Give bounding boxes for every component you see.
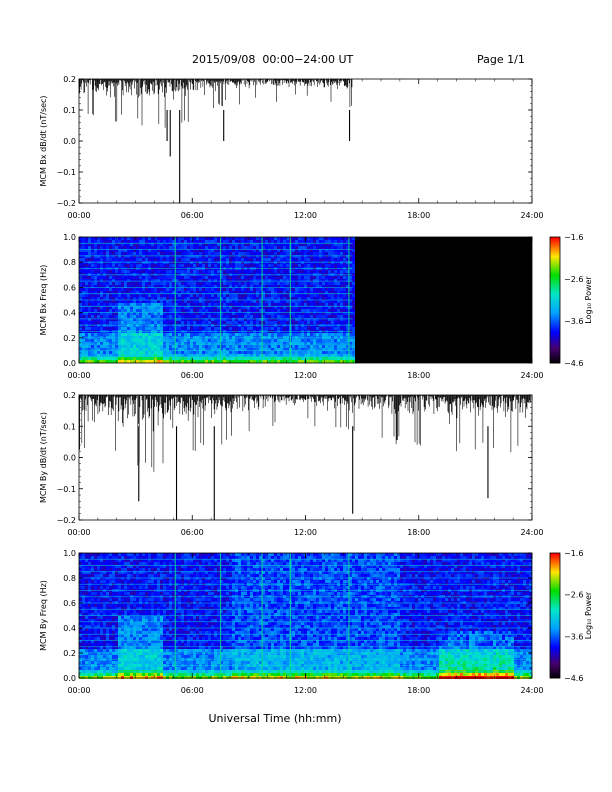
x-tick-label: 12:00 (294, 211, 317, 220)
colorbar-tick-label: −3.6 (564, 317, 583, 326)
y-tick-label: 0.4 (63, 309, 76, 318)
harmonic-lines (79, 237, 353, 363)
y-axis-label: MCM Bx dB/dt (nT/sec) (39, 95, 48, 186)
y-axis-label: MCM By dB/dt (nT/sec) (39, 412, 48, 503)
colorbar-label: Log₁₀ Power (584, 591, 593, 639)
y-axis-label: MCM By Freq (Hz) (39, 580, 48, 651)
x-tick-label: 18:00 (407, 371, 430, 380)
by-dbdt-panel: 0.2 0.1 0.0 −0.1 −0.2 00:00 06:00 12:00 18:00 24:… (39, 391, 544, 537)
y-tick-label: 0.0 (63, 674, 76, 683)
y-tick-label: 0.0 (63, 454, 76, 463)
y-tick-label: 1.0 (63, 233, 76, 242)
x-axis-label: Universal Time (hh:mm) (209, 712, 342, 725)
y-axis-label: MCM Bx Freq (Hz) (39, 265, 48, 336)
y-tick-label: 0.6 (63, 283, 76, 292)
y-tick-label: 1.0 (63, 549, 76, 558)
bx-spectrogram-panel: −1.6 −2.6 −3.6 −4.6 Log₁₀ Power 1.0 0.8 0.6 0.4 0… (39, 233, 593, 380)
y-tick-label: 0.2 (63, 649, 76, 658)
plot-frame (78, 78, 533, 204)
x-tick-label: 12:00 (294, 528, 317, 537)
page-title: 2015/09/08 00:00−24:00 UT (192, 53, 354, 66)
harmonic-lines (79, 553, 532, 678)
x-tick-label: 00:00 (67, 371, 90, 380)
y-tick-label: 0.4 (63, 624, 76, 633)
x-tick-label: 06:00 (181, 371, 204, 380)
y-tick-label: −0.2 (57, 516, 76, 525)
y-tick-label: −0.1 (57, 168, 76, 177)
x-tick-label: 00:00 (67, 528, 90, 537)
y-tick-label: −0.2 (57, 199, 76, 208)
x-tick-label: 00:00 (67, 211, 90, 220)
y-tick-label: 0.1 (63, 106, 76, 115)
colorbar-tick-label: −2.6 (564, 275, 583, 284)
colorbar-tick-label: −4.6 (564, 359, 583, 368)
bx-dbdt-panel: 0.2 0.1 0.0 −0.1 −0.2 00:00 06:00 12:00 18:00 24:… (39, 75, 544, 220)
x-tick-label: 06:00 (181, 528, 204, 537)
colorbar-tick-label: −3.6 (564, 632, 583, 641)
x-tick-label: 24:00 (520, 211, 543, 220)
colorbar-tick-label: −4.6 (564, 674, 583, 683)
colorbar-tick-label: −1.6 (564, 549, 583, 558)
y-tick-label: 0.2 (63, 75, 76, 84)
x-tick-label: 18:00 (407, 211, 430, 220)
colorbar: −1.6 −2.6 −3.6 −4.6 Log₁₀ Power (549, 233, 593, 368)
x-tick-label: 12:00 (294, 686, 317, 695)
series-line (78, 79, 353, 128)
y-tick-label: 0.8 (63, 258, 76, 267)
x-tick-label: 18:00 (407, 686, 430, 695)
y-tick-label: 0.0 (63, 359, 76, 368)
colorbar-tick-label: −2.6 (564, 591, 583, 600)
x-tick-label: 12:00 (294, 371, 317, 380)
y-tick-label: 0.0 (63, 137, 76, 146)
plot-frame (78, 394, 533, 521)
x-tick-label: 00:00 (67, 686, 90, 695)
y-tick-label: 0.8 (63, 574, 76, 583)
x-tick-label: 06:00 (181, 686, 204, 695)
colorbar-tick-label: −1.6 (564, 233, 583, 242)
by-spectrogram-panel: −1.6 −2.6 −3.6 −4.6 Log₁₀ Power 1.0 0.8 0.6 0.4 0… (39, 549, 593, 695)
x-tick-label: 06:00 (181, 211, 204, 220)
y-tick-label: 0.2 (63, 391, 76, 400)
x-tick-label: 24:00 (520, 528, 543, 537)
y-tick-label: 0.6 (63, 599, 76, 608)
y-tick-label: 0.2 (63, 334, 76, 343)
x-tick-label: 24:00 (520, 686, 543, 695)
page-number: Page 1/1 (477, 53, 525, 66)
colorbar-frame (549, 236, 561, 364)
colorbar-frame (549, 552, 561, 679)
colorbar: −1.6 −2.6 −3.6 −4.6 Log₁₀ Power (549, 549, 593, 683)
spectrogram-cells (79, 553, 532, 679)
series-line (78, 395, 533, 472)
x-tick-label: 24:00 (520, 371, 543, 380)
y-tick-label: 0.1 (63, 422, 76, 431)
y-tick-label: −0.1 (57, 485, 76, 494)
colorbar-label: Log₁₀ Power (584, 276, 593, 324)
x-tick-label: 18:00 (407, 528, 430, 537)
